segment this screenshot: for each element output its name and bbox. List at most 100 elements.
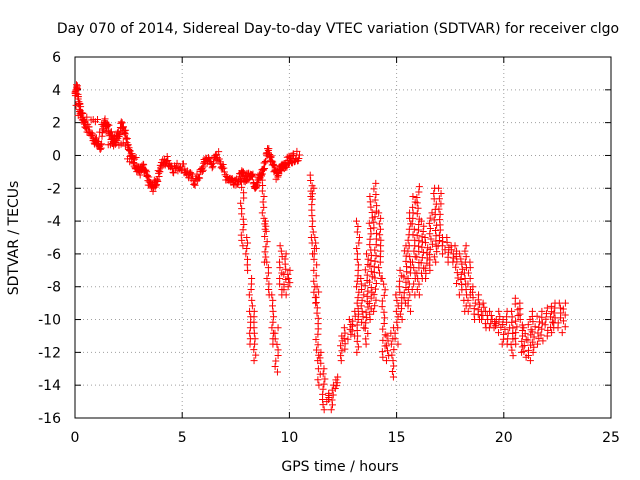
data-point [359,313,367,321]
data-point [436,226,444,234]
data-point [265,285,273,293]
data-point [372,179,380,187]
data-point [390,346,398,354]
y-tick-label: -16 [38,411,61,427]
data-point [367,283,375,291]
data-point [430,253,438,261]
data-point [313,283,321,291]
data-point [382,357,390,365]
data-point [249,170,257,178]
data-point [371,302,379,310]
data-point [311,234,319,241]
data-point [526,357,534,365]
data-point [123,134,131,142]
data-point [284,275,292,283]
data-point [390,362,398,370]
data-point [208,164,216,172]
y-tick-label: -14 [38,378,61,394]
data-point [379,353,387,361]
data-point [215,148,223,156]
data-point [466,264,474,272]
data-point [426,245,434,253]
data-point [365,299,373,307]
data-point [85,123,93,131]
data-point [518,337,526,345]
data-point [317,359,325,367]
data-point [414,226,422,234]
data-point [375,269,383,277]
data-point [310,184,318,192]
data-point [439,250,447,258]
data-point [531,323,539,331]
data-point [276,242,284,250]
data-point [328,401,336,409]
data-point [539,337,547,345]
data-point [130,160,138,168]
y-tick-label: -12 [38,345,61,361]
data-point [422,239,430,247]
data-point [548,329,556,337]
data-point [538,325,546,333]
data-point [280,286,288,294]
data-point [478,316,486,324]
data-point [196,174,204,182]
data-point [263,238,271,246]
data-point [366,278,374,286]
data-point [282,291,290,299]
data-point [310,266,318,274]
axis-ticks: 0 5 10 15 20 25 -16 -14 -12 -10 -8 -6 -4 -2 0 2 4 6 [38,50,620,446]
data-point [262,227,270,235]
data-point [432,258,440,266]
data-point [370,307,378,315]
chart-title: Day 070 of 2014, Sidereal Day-to-day VTE… [57,21,619,37]
data-point [340,324,348,332]
data-point [355,234,363,241]
data-point [338,347,346,355]
data-point [263,275,271,283]
data-point [455,291,463,299]
data-point [367,203,375,211]
data-point [425,219,433,227]
data-point [331,384,339,392]
data-point [358,296,366,304]
data-point [268,324,276,332]
data-point [353,283,361,291]
data-point [274,351,282,359]
data-point [382,342,390,350]
data-point [243,244,251,252]
data-point [209,162,217,170]
data-point [250,329,258,337]
data-point [361,282,369,290]
data-point [461,247,469,255]
data-point [276,280,284,288]
data-point [371,257,379,265]
data-point [347,330,355,338]
data-point [363,250,371,258]
data-point [561,299,569,307]
data-point [458,265,466,273]
data-point [514,311,522,319]
data-point [487,311,495,319]
data-point [415,280,423,288]
data-point [512,317,520,325]
grid [75,57,611,418]
data-point [479,299,487,307]
data-point [262,253,270,261]
data-point [272,357,280,365]
data-point [319,396,327,404]
data-point [329,391,337,399]
data-point [353,299,361,307]
data-point [258,187,266,195]
data-point [173,159,181,167]
data-point [376,258,384,266]
data-point [435,205,443,213]
data-point [554,324,562,332]
data-point [310,277,318,285]
data-point [408,258,416,266]
y-tick-label: 2 [52,116,61,132]
data-point [413,210,421,218]
data-point [550,309,558,317]
data-point [529,318,537,326]
data-point [131,155,139,163]
